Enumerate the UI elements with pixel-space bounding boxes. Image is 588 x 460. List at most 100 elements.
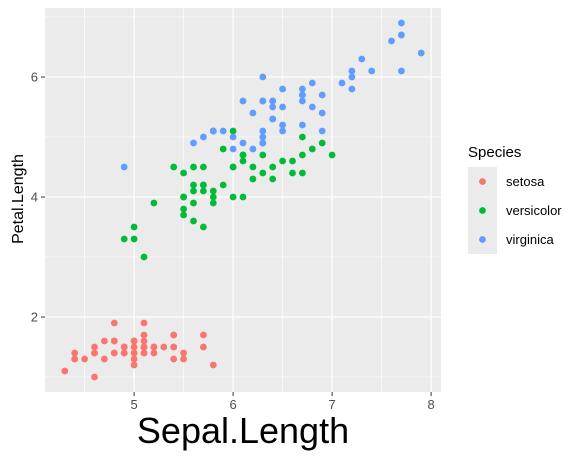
x-tick-label: 7 bbox=[328, 397, 335, 412]
virginica-point bbox=[308, 103, 316, 111]
setosa-point bbox=[200, 331, 207, 339]
setosa-point bbox=[101, 337, 108, 345]
versicolor-point bbox=[140, 253, 148, 261]
versicolor-point bbox=[269, 175, 277, 183]
virginica-point bbox=[239, 139, 247, 147]
virginica-point bbox=[120, 163, 128, 171]
virginica-point bbox=[259, 127, 267, 135]
virginica-point bbox=[269, 115, 277, 123]
versicolor-point bbox=[308, 145, 316, 153]
y-tick-label: 6 bbox=[31, 70, 38, 85]
x-tick-label: 5 bbox=[130, 397, 137, 412]
y-axis: 2 4 6 bbox=[31, 70, 45, 325]
versicolor-point bbox=[200, 187, 207, 195]
virginica-point bbox=[269, 103, 277, 111]
x-tick-label: 6 bbox=[229, 397, 236, 412]
setosa-point bbox=[110, 349, 118, 357]
virginica-point bbox=[318, 109, 326, 117]
setosa-point bbox=[150, 349, 158, 357]
setosa-point bbox=[71, 349, 79, 357]
virginica-point bbox=[229, 133, 237, 141]
virginica-point bbox=[358, 55, 366, 63]
legend-title: Species bbox=[468, 144, 521, 161]
versicolor-point bbox=[180, 211, 188, 219]
versicolor-point bbox=[299, 151, 306, 159]
virginica-point bbox=[308, 79, 316, 87]
virginica-point bbox=[348, 73, 356, 81]
versicolor-point bbox=[328, 151, 336, 159]
setosa-point bbox=[170, 331, 178, 339]
virginica-point bbox=[200, 133, 207, 141]
virginica-point bbox=[219, 127, 227, 135]
versicolor-point bbox=[318, 139, 326, 147]
versicolor-point bbox=[209, 199, 217, 207]
setosa-point bbox=[140, 331, 148, 339]
setosa-point bbox=[91, 373, 98, 381]
versicolor-point bbox=[269, 163, 277, 171]
versicolor-point bbox=[229, 163, 237, 171]
x-tick-label: 8 bbox=[427, 397, 434, 412]
virginica-point bbox=[338, 79, 346, 87]
y-tick-label: 4 bbox=[31, 190, 38, 205]
virginica-point bbox=[388, 37, 395, 45]
setosa-point bbox=[130, 361, 138, 369]
virginica-point bbox=[259, 73, 267, 81]
versicolor-point bbox=[200, 163, 207, 171]
virginica-point bbox=[229, 145, 237, 153]
versicolor-point bbox=[259, 151, 267, 159]
virginica-point bbox=[398, 19, 405, 27]
virginica-point bbox=[398, 31, 405, 39]
versicolor-point bbox=[180, 205, 188, 213]
versicolor-point bbox=[259, 169, 267, 177]
virginica-point bbox=[299, 97, 306, 105]
setosa-point bbox=[101, 355, 108, 363]
versicolor-point bbox=[200, 223, 207, 231]
versicolor-point bbox=[299, 169, 306, 177]
versicolor-point bbox=[190, 199, 197, 207]
versicolor-point bbox=[130, 223, 138, 231]
virginica-point bbox=[299, 91, 306, 99]
x-axis-title: Sepal.Length bbox=[137, 410, 349, 451]
setosa-point bbox=[91, 343, 98, 351]
setosa-point bbox=[130, 355, 138, 363]
versicolor-point bbox=[190, 187, 197, 195]
virginica-point bbox=[299, 121, 306, 129]
virginica-point bbox=[398, 67, 405, 75]
y-tick-label: 2 bbox=[31, 310, 38, 325]
setosa-point bbox=[140, 337, 148, 345]
setosa-point bbox=[170, 343, 178, 351]
versicolor-point bbox=[200, 181, 207, 189]
versicolor-point bbox=[130, 235, 138, 243]
x-axis: 5 6 7 8 bbox=[130, 392, 435, 412]
virginica-point bbox=[269, 97, 277, 105]
legend-key-setosa bbox=[479, 178, 486, 185]
setosa-point bbox=[130, 337, 138, 345]
versicolor-point bbox=[289, 169, 296, 177]
setosa-point bbox=[120, 349, 128, 357]
setosa-point bbox=[200, 343, 207, 351]
virginica-point bbox=[318, 91, 326, 99]
versicolor-point bbox=[219, 181, 227, 189]
setosa-point bbox=[130, 343, 138, 351]
setosa-point bbox=[130, 349, 138, 357]
virginica-point bbox=[279, 127, 286, 135]
virginica-point bbox=[279, 103, 286, 111]
y-axis-title: Petal.Length bbox=[10, 154, 27, 244]
setosa-point bbox=[140, 319, 148, 327]
setosa-point bbox=[91, 349, 98, 357]
setosa-point bbox=[140, 343, 148, 351]
versicolor-point bbox=[219, 145, 227, 153]
versicolor-point bbox=[299, 133, 306, 141]
virginica-point bbox=[190, 139, 197, 147]
versicolor-point bbox=[229, 127, 237, 135]
setosa-point bbox=[71, 355, 79, 363]
virginica-point bbox=[368, 67, 376, 75]
setosa-point bbox=[170, 355, 178, 363]
versicolor-point bbox=[150, 199, 158, 207]
legend-label-versicolor: versicolor bbox=[506, 203, 562, 218]
legend-items: setosa versicolor virginica bbox=[468, 167, 562, 254]
legend-key-versicolor bbox=[479, 207, 486, 214]
virginica-point bbox=[318, 127, 326, 135]
virginica-point bbox=[348, 85, 356, 93]
